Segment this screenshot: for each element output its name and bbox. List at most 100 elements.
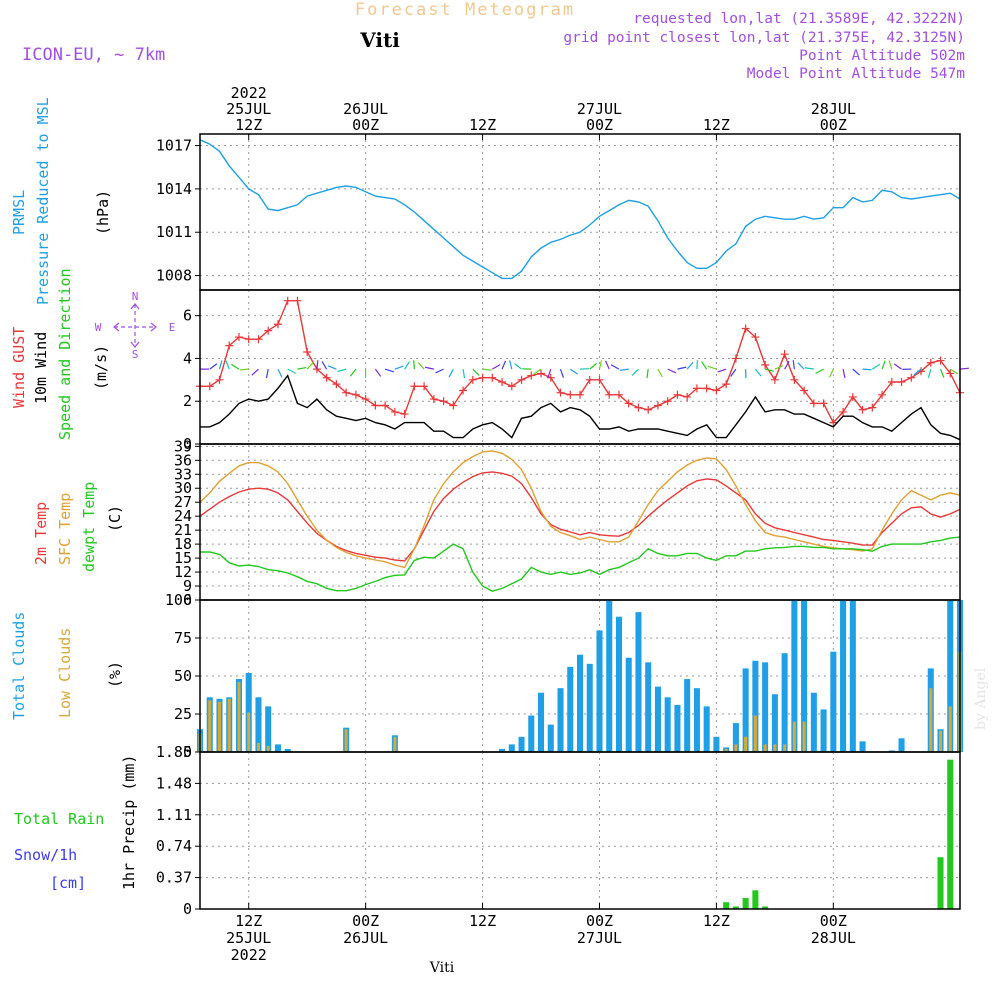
model-name: ICON-EU, ~ 7km xyxy=(22,45,165,65)
rain-bar xyxy=(752,890,759,909)
total-cloud-bar xyxy=(557,688,564,752)
gust-marker xyxy=(897,377,906,386)
wind-direction-arrow xyxy=(462,369,466,379)
gust-marker xyxy=(790,375,799,384)
compass-w: W xyxy=(95,321,102,334)
rain-bar xyxy=(732,906,739,909)
total-cloud-bar xyxy=(645,662,652,752)
gust-marker xyxy=(722,380,731,389)
footer-location: Viti xyxy=(429,960,455,976)
low-cloud-bar xyxy=(227,698,231,752)
total-cloud-bar xyxy=(635,612,642,752)
gust-marker xyxy=(907,373,916,382)
low-cloud-bar xyxy=(734,744,738,752)
wind-direction-arrow xyxy=(209,363,218,370)
total-cloud-bar xyxy=(898,738,905,752)
gust-marker xyxy=(225,341,234,350)
total-cloud-bar xyxy=(820,709,827,752)
gust-marker xyxy=(702,384,711,393)
dewpt-label: dewpt Temp xyxy=(80,482,98,572)
total-cloud-bar xyxy=(274,744,281,752)
wind-direction-arrow xyxy=(277,368,283,378)
bottom-time-label: 12Z xyxy=(703,912,730,930)
gust-marker xyxy=(868,403,877,412)
wind-direction-arrow xyxy=(394,365,404,370)
gust-marker xyxy=(673,390,682,399)
gust-marker xyxy=(848,392,857,401)
ytick-label: 1.85 xyxy=(156,743,192,761)
panel-clouds: 0 25 50 75 100 xyxy=(165,591,964,761)
gust-marker xyxy=(692,384,701,393)
rain-label: Total Rain xyxy=(14,810,104,828)
gust-marker xyxy=(566,390,575,399)
gust-marker xyxy=(244,335,253,344)
compass-rose-icon xyxy=(113,303,157,348)
total-cloud-bar xyxy=(771,694,778,752)
bottom-time-label: 00Z xyxy=(352,912,379,930)
wind-direction-arrow xyxy=(631,368,639,376)
gust-marker xyxy=(653,401,662,410)
total-cloud-bar xyxy=(732,723,739,752)
gust-marker xyxy=(936,356,945,365)
gust-marker xyxy=(420,382,429,391)
gust-marker xyxy=(741,324,750,333)
wind-direction-arrow xyxy=(686,361,694,370)
bottom-time-label: 00Z xyxy=(820,912,847,930)
ytick-label: 15 xyxy=(174,549,192,567)
top-time-label: 00Z xyxy=(820,116,847,134)
app-title: Forecast Meteogram xyxy=(355,0,575,20)
top-time-label: 12Z xyxy=(235,116,262,134)
ytick-label: 1014 xyxy=(156,180,192,198)
wind-direction-arrow xyxy=(610,364,620,370)
low-cloud-bar xyxy=(792,721,796,752)
wind-direction-arrow xyxy=(509,360,513,370)
wind-direction-arrow xyxy=(589,362,598,370)
gust-marker xyxy=(371,401,380,410)
gust-marker xyxy=(780,350,789,359)
gust-marker xyxy=(585,375,594,384)
gust-marker xyxy=(410,382,419,391)
ytick-label: 100 xyxy=(165,591,192,609)
series-line-sfc-temp xyxy=(199,450,961,569)
gust-label: Wind GUST xyxy=(10,327,28,408)
gust-marker xyxy=(234,333,243,342)
gust-marker xyxy=(361,395,370,404)
gust-marker xyxy=(517,375,526,384)
total-cloud-bar xyxy=(947,600,954,752)
wind-direction-arrow xyxy=(448,368,454,378)
wind-direction-arrow xyxy=(707,365,717,370)
rain-bar xyxy=(947,759,954,909)
gust-marker xyxy=(439,397,448,406)
gust-marker xyxy=(332,380,341,389)
total-cloud-bar xyxy=(859,741,866,752)
wind-direction-arrow xyxy=(667,368,677,374)
gust-marker xyxy=(381,401,390,410)
gust-marker xyxy=(761,360,770,369)
panel-frame xyxy=(199,751,961,910)
cloud-labels: Total Clouds Low Clouds (%) xyxy=(10,612,124,720)
wind-direction-arrow xyxy=(657,368,663,378)
gust-marker xyxy=(390,407,399,416)
wind-direction-arrow xyxy=(842,369,846,379)
gust-marker xyxy=(887,377,896,386)
gust-marker xyxy=(809,399,818,408)
total-cloud-bar xyxy=(625,657,632,752)
total-cloud-bar xyxy=(508,744,515,752)
wind-direction-arrow xyxy=(547,368,552,378)
total-cloud-bar xyxy=(615,616,622,752)
temp-unit: (C) xyxy=(106,505,124,532)
total-cloud-bar xyxy=(713,736,720,752)
wind-direction-arrow xyxy=(514,363,522,370)
bottom-time-label: 28JUL xyxy=(811,929,856,947)
low-cloud-bar xyxy=(208,700,212,752)
wind-direction-arrow xyxy=(828,368,834,378)
bottom-time-label: 25JUL xyxy=(226,929,271,947)
top-time-label: 25JUL xyxy=(226,100,271,118)
ytick-label: 24 xyxy=(174,507,192,525)
series-line-10m-wind xyxy=(200,374,961,441)
ytick-label: 4 xyxy=(183,349,192,367)
gust-marker xyxy=(429,395,438,404)
wind-direction-arrow xyxy=(717,368,727,373)
temperature-labels: 2m Temp SFC Temp dewpt Temp (C) xyxy=(32,482,124,572)
gust-marker xyxy=(342,388,351,397)
